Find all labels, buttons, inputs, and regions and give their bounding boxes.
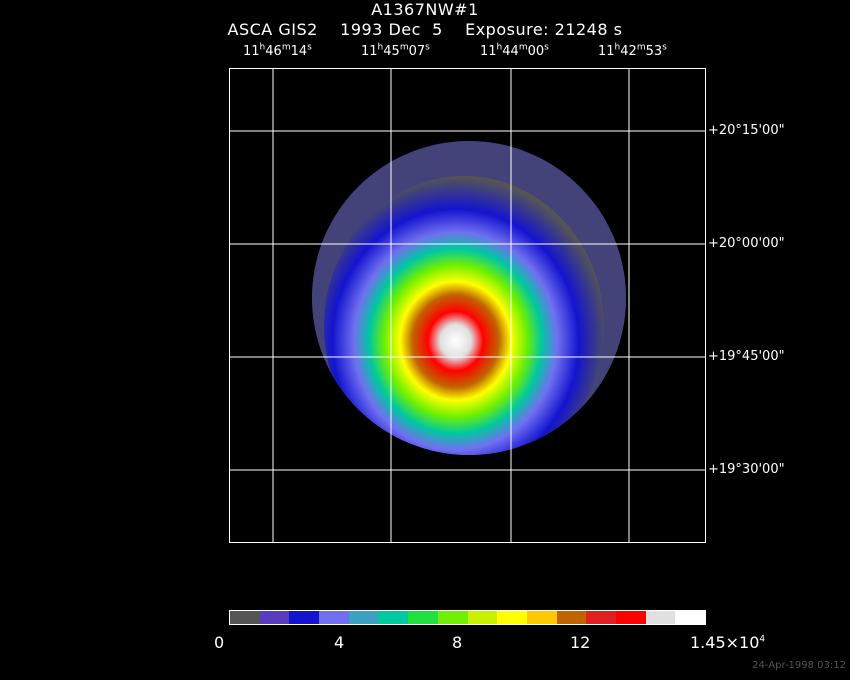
xray-emission-disc	[312, 141, 626, 455]
colorbar-swatch-11	[556, 611, 587, 624]
colorbar-swatch-4	[348, 611, 379, 624]
colorbar-label-8: 8	[452, 633, 463, 652]
colorbar-swatch-14	[645, 611, 676, 624]
colorbar-swatch-2	[289, 611, 320, 624]
dec-label-1: +20°15'00"	[708, 123, 785, 138]
colorbar-swatch-15	[675, 611, 705, 624]
ra-label-1: 11h46m14s	[243, 42, 312, 59]
colorbar-swatch-0	[230, 611, 260, 624]
colorbar-swatch-13	[615, 611, 646, 624]
timestamp: 24-Apr-1998 03:12	[752, 660, 846, 671]
ra-label-2: 11h45m07s	[361, 42, 430, 59]
colorbar-swatch-3	[319, 611, 349, 624]
colorbar-swatch-12	[586, 611, 616, 624]
dec-label-2: +20°00'00"	[708, 236, 785, 251]
ra-label-4: 11h42m53s	[598, 42, 667, 59]
coordinate-grid	[229, 68, 706, 543]
colorbar-label-0: 0	[214, 633, 225, 652]
colorbar-swatch-6	[408, 611, 438, 624]
dec-label-4: +19°30'00"	[708, 462, 785, 477]
colorbar-swatch-1	[259, 611, 290, 624]
colorbar-max-label: 1.45×104	[690, 633, 766, 652]
intensity-colorbar	[229, 610, 706, 625]
colorbar-label-12: 12	[570, 633, 591, 652]
colorbar-swatch-10	[526, 611, 557, 624]
xray-image-frame	[229, 68, 706, 543]
colorbar-swatch-7	[437, 611, 468, 624]
dec-label-3: +19°45'00"	[708, 349, 785, 364]
colorbar-swatch-8	[467, 611, 498, 624]
colorbar-swatch-9	[497, 611, 527, 624]
colorbar-label-4: 4	[334, 633, 345, 652]
ra-label-3: 11h44m00s	[480, 42, 549, 59]
observation-info: ASCA GIS2 1993 Dec 5 Exposure: 21248 s	[227, 20, 623, 39]
colorbar-swatch-5	[378, 611, 409, 624]
image-title: A1367NW#1	[371, 0, 479, 19]
